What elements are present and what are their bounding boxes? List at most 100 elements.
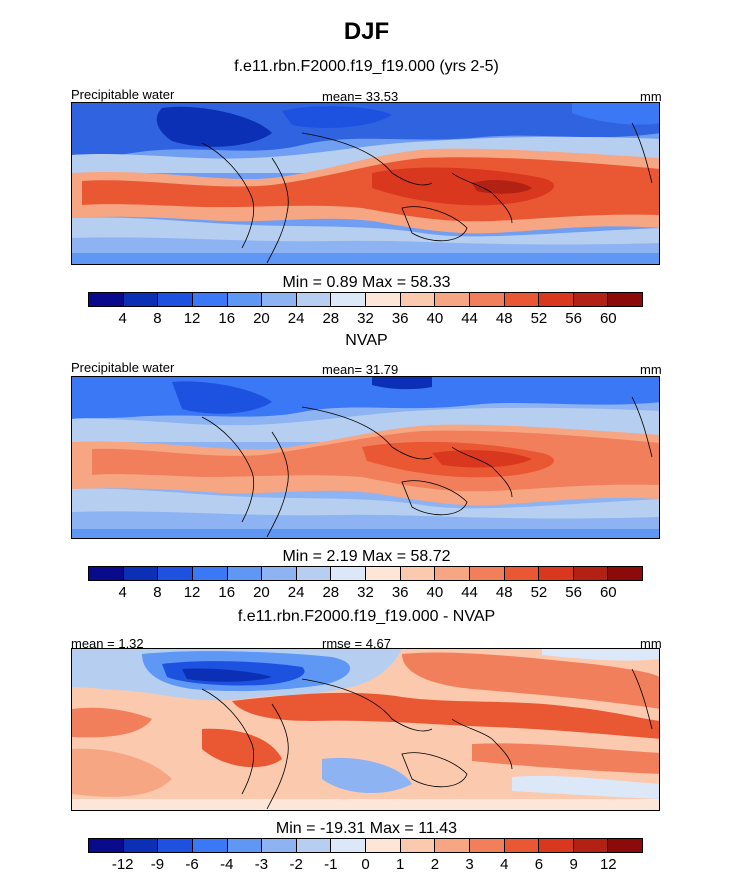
colorbar-diff-tick-label: 1: [396, 856, 405, 873]
colorbar-abs-swatch: [227, 293, 263, 306]
colorbar-abs-swatch: [573, 293, 609, 306]
colorbar-diff-swatch: [435, 839, 470, 852]
colorbar-abs-tick-label: 56: [565, 584, 582, 601]
colorbar-abs-tick-label: 60: [599, 310, 617, 327]
panel3-minmax: Min = -19.31 Max = 11.43: [275, 820, 458, 837]
colorbar-diff-swatch: [366, 839, 401, 852]
colorbar-abs-tick-label: 60: [599, 584, 617, 601]
colorbar-abs-tick-label: 28: [322, 584, 340, 601]
panel2-minmax: Min = 2.19 Max = 58.72: [282, 548, 451, 565]
colorbar-abs-swatch: [262, 293, 297, 306]
colorbar-diff-swatch: [262, 839, 297, 852]
colorbar-diff-tick-label: 9: [569, 856, 578, 873]
colorbar-abs-swatch: [158, 567, 193, 580]
colorbar-1-ticks: 4 8 12 16 20 24 28 32 36 40 44 48 52 56 60: [88, 310, 643, 328]
colorbar-diff-swatch: [123, 839, 159, 852]
colorbar-abs-swatch: [89, 567, 124, 580]
colorbar-abs-swatch: [192, 293, 228, 306]
colorbar-abs-swatch: [469, 567, 505, 580]
colorbar-abs-swatch: [608, 567, 642, 580]
colorbar-abs-swatch: [608, 293, 642, 306]
colorbar-diff-tick-label: 6: [534, 856, 544, 873]
colorbar-abs-tick-label: 8: [153, 584, 162, 601]
panel3-subtitle: f.e11.rbn.F2000.f19_f19.000 - NVAP: [237, 608, 496, 625]
figure-title: DJF: [343, 18, 390, 45]
colorbar-diff-tick-label: -12: [111, 856, 134, 873]
colorbar-abs-tick-label: 12: [183, 310, 201, 327]
colorbar-abs-tick-label: 48: [495, 584, 513, 601]
panel2-map-svg: [72, 377, 659, 538]
colorbar-abs-tick-label: 56: [565, 310, 582, 327]
colorbar-abs-swatch: [192, 567, 228, 580]
colorbar-abs-swatch: [296, 567, 332, 580]
colorbar-abs-tick-label: 16: [218, 310, 236, 327]
colorbar-diff-swatch: [469, 839, 505, 852]
colorbar-abs-tick-label: 36: [391, 584, 409, 601]
colorbar-abs-tick-label: 4: [118, 310, 127, 327]
colorbar-abs-swatch: [366, 293, 401, 306]
panel2-mean-label: mean= 31.79: [322, 362, 399, 377]
colorbar-abs-tick-label: 40: [426, 310, 444, 327]
colorbar-abs-tick-label: 4: [118, 584, 127, 601]
colorbar-abs-tick-label: 24: [287, 310, 305, 327]
colorbar-abs-swatch: [331, 567, 366, 580]
colorbar-abs-tick-label: 20: [253, 310, 270, 327]
colorbar-diff-swatch: [192, 839, 228, 852]
colorbar-abs-tick-label: 32: [357, 310, 374, 327]
colorbar-diff-tick-label: -4: [220, 856, 234, 873]
colorbar-abs-tick-label: 24: [287, 584, 305, 601]
colorbar-diff-swatch: [331, 839, 366, 852]
panel3-units-label: mm: [640, 636, 662, 651]
colorbar-diff-tick-label: 3: [465, 856, 474, 873]
colorbar-abs-swatch: [123, 293, 159, 306]
panel1-subtitle: f.e11.rbn.F2000.f19_f19.000 (yrs 2-5): [234, 58, 499, 75]
colorbar-diff-swatch: [89, 839, 124, 852]
colorbar-abs-swatch: [296, 293, 332, 306]
colorbar-abs-swatch: [89, 293, 124, 306]
colorbar-diff-swatch: [227, 839, 263, 852]
panel2-units-label: mm: [640, 362, 662, 377]
colorbar-abs-swatch: [400, 293, 436, 306]
colorbar-abs-swatch: [400, 567, 436, 580]
colorbar-abs-swatch: [435, 567, 470, 580]
colorbar-3-ticks: -12 -9 -6 -4 -3 -2 -1 0 1 2 3 4 6 9 12: [88, 856, 643, 874]
colorbar-abs-swatch: [573, 567, 609, 580]
colorbar-abs-tick-label: 32: [357, 584, 374, 601]
colorbar-diff-tick-label: 12: [599, 856, 617, 873]
colorbar-abs-swatch: [435, 293, 470, 306]
colorbar-diff-tick-label: -6: [185, 856, 199, 873]
colorbar-abs-tick-label: 28: [322, 310, 340, 327]
colorbar-diff-tick-label: -2: [289, 856, 303, 873]
colorbar-diff-tick-label: -9: [150, 856, 165, 873]
panel1-units-label: mm: [640, 89, 662, 104]
colorbar-abs-swatch: [469, 293, 505, 306]
panel1-map-svg: [72, 103, 659, 264]
colorbar-abs-tick-label: 16: [218, 584, 236, 601]
colorbar-diff-tick-label: 0: [361, 856, 370, 873]
colorbar-abs-swatch: [504, 567, 540, 580]
colorbar-diff-swatch: [539, 839, 574, 852]
colorbar-diff-tick-label: 2: [430, 856, 440, 873]
colorbar-abs-swatch: [158, 293, 193, 306]
colorbar-1: [88, 292, 643, 307]
panel2-map: [71, 376, 660, 539]
colorbar-abs-swatch: [539, 293, 574, 306]
colorbar-abs-swatch: [539, 567, 574, 580]
colorbar-diff-swatch: [158, 839, 193, 852]
panel3-rmse-label: rmse = 4.67: [322, 636, 392, 651]
colorbar-diff-swatch: [504, 839, 540, 852]
colorbar-abs-tick-label: 52: [530, 584, 548, 601]
colorbar-abs-swatch: [227, 567, 263, 580]
colorbar-diff-tick-label: -1: [324, 856, 338, 873]
panel1-mean-label: mean= 33.53: [322, 89, 399, 104]
colorbar-abs-swatch: [262, 567, 297, 580]
colorbar-3: [88, 838, 643, 853]
colorbar-2: [88, 566, 643, 581]
colorbar-diff-tick-label: 4: [500, 856, 509, 873]
colorbar-diff-swatch: [400, 839, 436, 852]
panel3-map: [71, 648, 660, 811]
colorbar-abs-tick-label: 8: [153, 310, 162, 327]
colorbar-abs-tick-label: 40: [426, 584, 444, 601]
panel2-subtitle: NVAP: [345, 332, 388, 349]
panel1-map: [71, 102, 660, 265]
